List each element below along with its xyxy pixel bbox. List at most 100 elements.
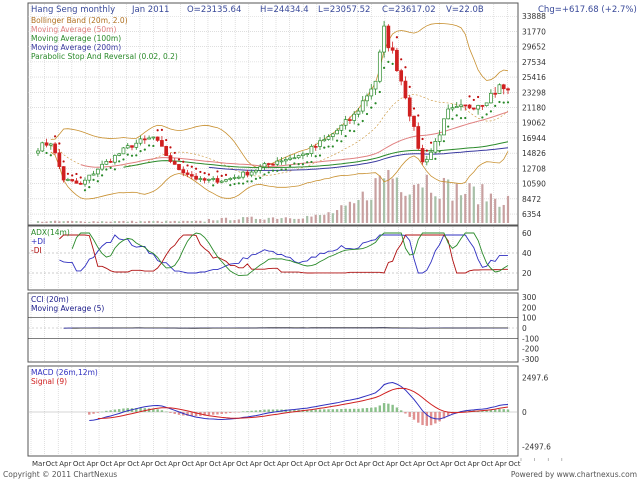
- x-tick-label: Oct: [182, 460, 194, 468]
- candle-body: [450, 107, 455, 110]
- volume-bar: [173, 220, 176, 223]
- macd-histogram-bar: [177, 412, 181, 415]
- macd-histogram-bar: [370, 407, 373, 412]
- psar-dot: [348, 129, 352, 132]
- candle-body: [177, 164, 181, 170]
- macd-histogram-bar: [506, 409, 510, 412]
- macd-histogram-bar: [399, 410, 403, 412]
- x-tick-label: Oct: [127, 460, 139, 468]
- candle-body: [232, 177, 237, 179]
- macd-histogram-bar: [173, 412, 176, 414]
- volume-bar: [250, 216, 253, 223]
- candle-body: [480, 105, 485, 107]
- volume-bar: [203, 221, 206, 223]
- adx-y-tick: 60: [522, 229, 532, 238]
- volume-bar: [335, 210, 339, 223]
- candle-body: [292, 157, 297, 160]
- volume-bar: [455, 183, 458, 223]
- candle-body: [369, 88, 374, 97]
- macd-histogram-bar: [378, 405, 382, 412]
- candle-body: [207, 178, 211, 181]
- psar-dot: [126, 153, 129, 156]
- x-tick-label: Apr: [386, 460, 398, 468]
- volume-bar: [361, 191, 364, 223]
- psar-dot: [442, 140, 446, 143]
- macd-histogram-bar: [382, 403, 386, 412]
- candle-body: [343, 119, 348, 126]
- volume-bar: [357, 199, 360, 223]
- macd-histogram-bar: [267, 409, 270, 412]
- x-tick-label: Mar: [32, 460, 45, 468]
- macd-histogram-bar: [365, 408, 369, 412]
- psar-dot: [199, 170, 202, 174]
- volume-bar: [62, 221, 65, 223]
- volume-bar: [75, 220, 78, 223]
- candle-body: [339, 124, 344, 131]
- candle-body: [155, 136, 160, 141]
- volume-bar: [318, 215, 322, 223]
- psar-dot: [267, 171, 270, 174]
- psar-dot: [421, 137, 424, 141]
- header-change: Chg=+617.68 (+2.7%): [538, 5, 637, 15]
- legend-adx: ADX(14m): [31, 228, 70, 237]
- candle-body: [459, 104, 463, 107]
- bollinger-upper: [50, 23, 509, 169]
- macd-histogram-bar: [442, 412, 446, 419]
- volume-bar: [284, 217, 287, 223]
- macd-histogram-bar: [164, 411, 168, 413]
- price-y-tick: 25416: [522, 73, 546, 82]
- header-close: C=23617.02: [382, 5, 436, 15]
- x-tick-label: Apr: [331, 460, 343, 468]
- volume-bar: [212, 220, 215, 223]
- volume-bar: [502, 204, 505, 223]
- volume-bar: [310, 216, 313, 223]
- candle-body: [104, 161, 109, 165]
- macd-histogram-bar: [412, 412, 416, 420]
- candle-body: [437, 134, 442, 142]
- psar-dot: [118, 160, 121, 163]
- price-y-tick: 12708: [522, 164, 546, 173]
- psar-dot: [66, 172, 70, 175]
- volume-bar: [271, 217, 275, 223]
- psar-dot: [216, 170, 219, 173]
- psar-dot: [344, 134, 347, 138]
- macd-histogram-bar: [417, 412, 420, 423]
- macd-histogram-bar: [190, 412, 194, 417]
- y-tick-labels: 33888 31770 29652 27534 25416 23298 21180 19062…: [522, 12, 551, 451]
- candle-body: [501, 84, 506, 90]
- psar-dot: [212, 184, 215, 187]
- macd-histogram-bar: [310, 409, 313, 412]
- volume-bar: [118, 221, 121, 223]
- candle-body: [442, 118, 446, 136]
- candle-body: [91, 173, 96, 176]
- candle-body: [271, 163, 275, 166]
- candle-body: [219, 180, 224, 183]
- psar-dot: [271, 169, 275, 172]
- candle-body: [36, 150, 40, 154]
- legend-minus-di: -DI: [31, 246, 42, 255]
- legend-macd: MACD (26m,12m): [31, 368, 98, 377]
- candle-body: [412, 115, 416, 127]
- candle-body: [399, 70, 404, 82]
- psar-dot: [485, 113, 488, 116]
- volume-bar: [207, 219, 211, 223]
- psar-dot: [203, 171, 206, 175]
- cci-y-tick: 200: [522, 303, 537, 312]
- candle-body: [356, 110, 361, 115]
- x-tick-label: Oct: [46, 460, 58, 468]
- x-tick-label: Apr: [59, 460, 71, 468]
- candle-body: [266, 163, 271, 165]
- candle-body: [61, 166, 66, 181]
- psar-dot: [387, 60, 390, 63]
- psar-dot: [378, 90, 381, 94]
- volume-bar: [280, 218, 283, 223]
- price-y-tick: 31770: [522, 27, 546, 36]
- psar-dot: [156, 129, 159, 132]
- header-open: O=23135.64: [187, 5, 241, 15]
- macd-histogram-bar: [258, 410, 262, 412]
- candle-body: [301, 153, 305, 156]
- x-tick-label: Apr: [277, 460, 289, 468]
- x-tick-label: Apr: [223, 460, 235, 468]
- macd-histogram-bar: [224, 412, 228, 414]
- candle-body: [407, 97, 412, 117]
